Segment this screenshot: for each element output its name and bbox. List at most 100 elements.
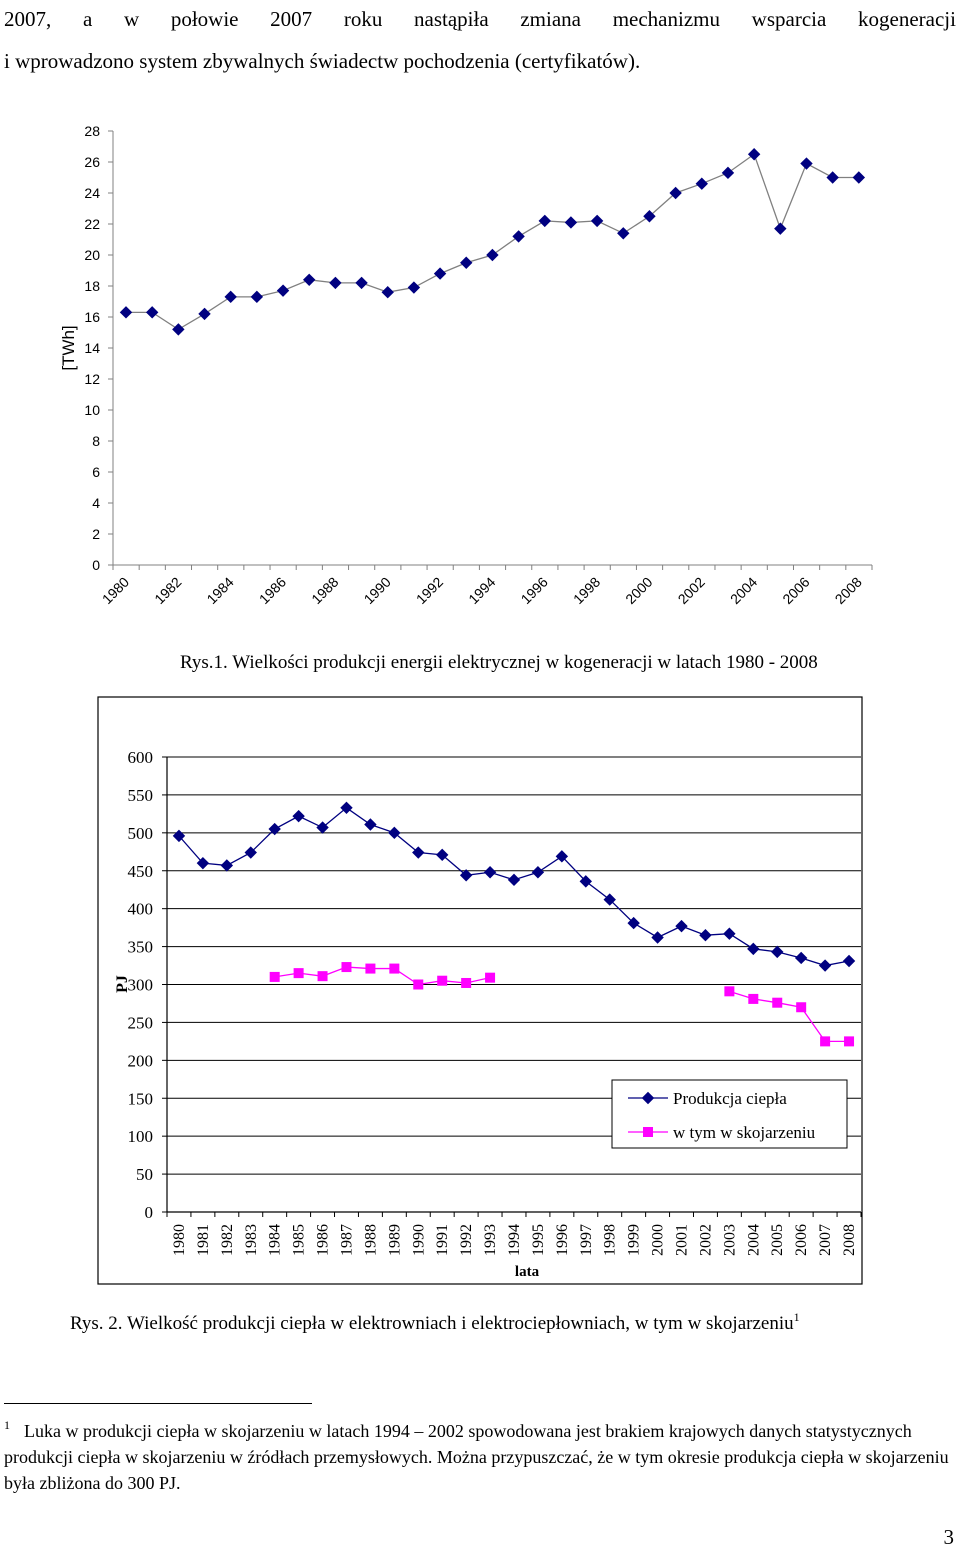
legend: Produkcja ciepła w tym w skojarzeniu [611,1079,848,1149]
data-point [355,276,368,290]
cogeneration-point [796,1002,807,1013]
cogeneration-point [317,971,328,982]
x-tick-label: 2001 [674,1224,691,1256]
heat-production-point [459,869,473,882]
cogeneration-point [748,993,759,1004]
data-point [250,290,264,304]
x-tick-label: 1981 [195,1224,212,1256]
data-point [538,214,551,228]
intro-word: 2007 [270,7,313,31]
data-point [329,276,342,290]
y-tick-label: 0 [145,1203,154,1222]
x-axis-label: lata [515,1264,540,1280]
x-tick-label: 1987 [338,1224,355,1256]
data-point [276,284,290,297]
heat-production-point [651,931,664,944]
heat-production-point [340,801,353,815]
data-point [643,210,656,223]
data-point [774,222,787,235]
figure-2-caption-text: Rys. 2. Wielkość produkcji ciepła w elek… [70,1313,794,1334]
data-point [512,230,525,243]
intro-paragraph: 2007, a w połowie 2007 roku nastąpiła zmiana mec… [4,0,956,82]
x-tick-label: 1997 [578,1224,595,1256]
legend-square-marker [643,1127,653,1137]
x-tick-label: 1980 [171,1224,188,1256]
y-tick-label: 8 [92,433,100,449]
x-tick-label: 1989 [386,1224,403,1256]
footnote-reference[interactable]: 1 [793,1310,800,1324]
heat-production-point [771,945,784,959]
heat-production-point [268,822,281,836]
intro-word: kogeneracji [858,7,956,31]
heat-production-point [220,859,234,872]
heat-production-point [435,848,449,862]
heat-production-point [603,893,616,906]
data-point [198,307,211,321]
heat-production-point [388,826,401,840]
cogeneration-point [341,962,352,973]
intro-word: 2007, [4,7,52,31]
cogeneration-point [437,975,448,986]
heat-production-point [579,875,593,888]
x-tick-label: 2008 [841,1224,858,1256]
heat-production-point [292,809,305,823]
heat-production-point [555,850,569,863]
x-tick-label: 1998 [602,1224,619,1256]
x-tick-label: 1985 [291,1224,308,1256]
series-cogeneration-line [729,990,850,1043]
cogeneration-point [293,968,304,979]
y-tick-label: 10 [84,402,100,418]
x-tick-label: 2007 [817,1224,834,1256]
data-point [119,306,133,319]
footnote-text: Luka w produkcji ciepła w skojarzeniu w … [4,1421,949,1493]
heat-production-point [412,846,425,859]
heat-production-point [627,916,640,930]
data-point [669,186,682,200]
heat-production-point [699,929,712,942]
heat-production-point [483,866,497,879]
data-point [460,256,473,269]
data-point [826,171,839,184]
cogeneration-point [485,972,496,983]
y-tick-label: 6 [92,464,100,480]
y-tick-label: 24 [84,185,100,201]
data-point [721,166,735,180]
y-tick-label: 300 [128,976,154,995]
data-point [695,177,709,190]
legend-diamond-marker [641,1091,655,1105]
intro-word: mechanizmu [612,7,720,31]
figure-2-line-chart: 0 50 100 150 200 250 300 350 400 450 500 550 600 1980… [97,696,863,1285]
y-tick-label: 550 [128,786,154,805]
data-point [145,306,159,319]
y-tick-label: 12 [84,371,100,387]
cogeneration-point [772,997,783,1008]
intro-line-1: 2007, a w połowie 2007 roku nastąpiła zmiana mec… [4,0,956,40]
data-point [433,267,447,280]
x-tick-label: 1983 [243,1224,260,1256]
y-tick-label: 28 [84,123,100,139]
y-tick-label: 100 [128,1127,154,1146]
data-point [486,248,499,262]
data-point [747,148,761,161]
heat-production-point [723,927,736,940]
y-tick-label: 4 [92,495,100,511]
x-tick-label: 1996 [554,1224,571,1256]
y-tick-label: 150 [128,1089,154,1108]
y-tick-label: 250 [128,1013,154,1032]
cogeneration-point [389,963,400,974]
x-tick-label: 2004 [745,1224,762,1256]
y-tick-label: 16 [84,309,100,325]
y-tick-label: 20 [84,247,100,263]
x-tick-label: 1992 [458,1224,475,1256]
heat-production-point [842,954,856,968]
heat-production-point [507,873,521,887]
intro-word: a [82,7,93,31]
heat-production-point [364,818,377,831]
x-tick-label: 1995 [530,1224,547,1256]
cogeneration-point [461,977,472,988]
y-tick-label: 22 [84,216,100,232]
x-tick-label: 1982 [219,1224,236,1256]
data-point [564,216,578,229]
intro-word: wsparcia [751,7,827,31]
data-point [852,171,866,184]
